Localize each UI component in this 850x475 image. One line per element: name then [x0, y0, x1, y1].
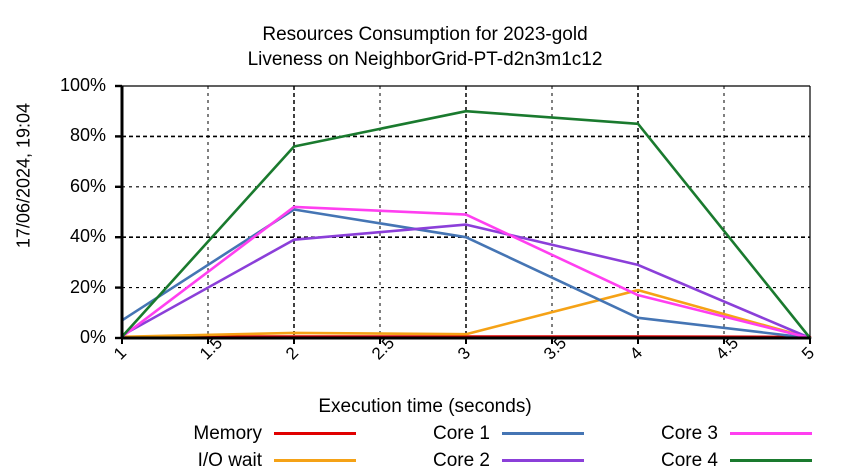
y-tick-label: 40%: [69, 226, 106, 247]
series-line-core-1: [120, 208, 812, 340]
legend-item-core-2[interactable]: Core 2: [378, 450, 606, 472]
legend-swatch-core-3: [730, 432, 812, 435]
gridlines: [122, 85, 810, 338]
y-tick-label: 20%: [69, 276, 106, 297]
legend-item-core-1[interactable]: Core 1: [378, 423, 606, 445]
chart-title: Resources Consumption for 2023-gold Live…: [0, 22, 850, 72]
chart-title-line-2: Liveness on NeighborGrid-PT-d2n3m1c12: [247, 49, 603, 70]
y-tick-label: 80%: [69, 125, 106, 146]
legend-row: I/O wait Core 2 Core 4: [150, 447, 840, 474]
chart-title-line-1: Resources Consumption for 2023-gold: [262, 24, 588, 45]
series-line-core-2: [120, 223, 812, 340]
y-tick-label: 0%: [79, 327, 106, 347]
series-line-core-3: [120, 205, 812, 340]
legend-swatch-core-2: [502, 459, 584, 462]
legend-label: I/O wait: [197, 449, 262, 471]
legend-label: Core 2: [432, 449, 490, 471]
legend-item-memory[interactable]: Memory: [150, 423, 378, 445]
legend-swatch-memory: [274, 432, 356, 435]
series-line-core-4: [120, 109, 812, 340]
legend-row: Memory Core 1 Core 3: [150, 420, 840, 447]
y-tick-label: 60%: [69, 175, 106, 196]
chart-legend: Memory Core 1 Core 3 I/O wait Core 2 Core 4: [150, 420, 840, 474]
legend-item-i-o-wait[interactable]: I/O wait: [150, 450, 378, 472]
legend-item-core-4[interactable]: Core 4: [606, 450, 834, 472]
legend-swatch-i-o-wait: [274, 459, 356, 462]
legend-label: Memory: [193, 422, 262, 444]
legend-swatch-core-4: [730, 459, 812, 462]
legend-label: Core 1: [432, 422, 490, 444]
legend-label: Core 4: [660, 449, 718, 471]
y-tick-label: 100%: [59, 75, 106, 95]
x-axis-title: Execution time (seconds): [318, 396, 532, 417]
legend-swatch-core-1: [502, 432, 584, 435]
series-line-i-o-wait: [120, 288, 812, 340]
legend-label: Core 3: [660, 422, 718, 444]
axis-tick-marks: [115, 84, 811, 344]
legend-item-core-3[interactable]: Core 3: [606, 423, 834, 445]
